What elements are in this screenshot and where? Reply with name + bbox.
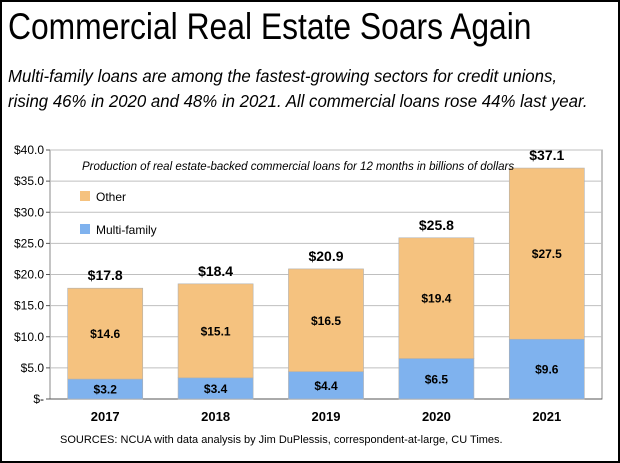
bar-value-label-other: $14.6 [90,327,120,341]
y-tick-label: $15.0 [14,299,44,313]
bar-value-label-other: $16.5 [311,314,341,328]
y-tick-label: $10.0 [14,330,44,344]
y-tick-label: $40.0 [14,143,44,157]
bar-total-label: $18.4 [198,263,233,279]
bar-total-label: $25.8 [419,217,454,233]
bar-other [288,268,364,372]
y-tick-label: $- [33,392,44,406]
page-title: Commercial Real Estate Soars Again [8,6,532,47]
bar-other [508,167,585,340]
bar-multi-family [288,371,364,400]
bar-total-label: $17.8 [88,267,123,283]
x-tick-label: 2020 [422,409,451,424]
bar-value-label-multi-family: $9.6 [535,363,559,377]
bars [67,167,585,400]
bar-other [398,237,475,359]
y-tick-label: $35.0 [14,174,44,188]
legend: Other Multi-family [80,190,157,237]
bar-value-label-other: $27.5 [532,247,562,261]
bar-other [177,283,254,379]
legend-label-other: Other [96,190,126,204]
bar-value-label-other: $15.1 [201,324,231,338]
bar-total-label: $37.1 [529,147,564,163]
x-tick-label: 2018 [201,409,230,424]
legend-swatch-other [80,191,90,201]
x-tick-label: 2019 [312,409,341,424]
bar-multi-family [508,338,585,400]
y-tick-label: $5.0 [21,361,45,375]
bar-value-label-multi-family: $3.2 [94,383,118,397]
bar-value-label-multi-family: $3.4 [204,382,228,396]
y-axis: $- $5.0 $10.0 $15.0 $20.0 $25.0 $30.0 $35.0 $40.… [14,143,602,424]
y-tick-label: $30.0 [14,205,44,219]
bar-multi-family [398,358,475,400]
page-subtitle: Multi-family loans are among the fastest… [8,64,612,114]
subtitle-line-1: Multi-family loans are among the fastest… [8,66,558,86]
subtitle-line-2: rising 46% in 2020 and 48% in 2021. All … [8,91,588,111]
x-tick-label: 2021 [532,409,561,424]
bar-other [67,287,144,380]
legend-swatch-multi-family [80,224,90,234]
bar-total-label: $20.9 [308,248,343,264]
bar-value-label-other: $19.4 [421,292,451,306]
y-tick-label: $20.0 [14,268,44,282]
bar-value-label-multi-family: $4.4 [314,379,338,393]
bar-value-label-multi-family: $6.5 [425,372,449,386]
chart-annotation: Production of real estate-backed commerc… [82,161,514,173]
y-tick-label: $25.0 [14,236,44,250]
source-note: SOURCES: NCUA with data analysis by Jim … [60,434,503,446]
bar-labels: $3.2 $14.6 $17.8 $3.4 $15.1 $18.4 $4.4 $16.5 $20… [88,147,565,396]
legend-label-multi-family: Multi-family [96,223,157,237]
x-tick-label: 2017 [91,409,120,424]
